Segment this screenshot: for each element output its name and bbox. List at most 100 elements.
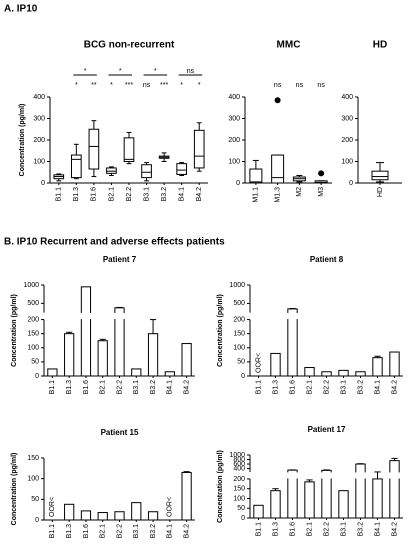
y-tick-label: 800 (233, 456, 245, 463)
y-tick-label: 200 (341, 137, 353, 144)
bar (147, 511, 159, 521)
y-tick-label: 1000 (23, 282, 39, 289)
outlier (274, 97, 281, 104)
x-tick-label: M1.3 (274, 187, 281, 203)
bar (131, 368, 142, 377)
box (71, 154, 82, 179)
outlier (318, 170, 325, 177)
box (106, 167, 117, 174)
y-tick-label: 200 (233, 316, 245, 323)
x-tick-label: B3.1 (340, 522, 347, 537)
axis-break (354, 472, 367, 479)
x-tick-label: B2.2 (126, 187, 133, 202)
x-tick-label: B3.1 (143, 187, 150, 202)
x-tick-label: B2.1 (108, 187, 115, 202)
y-tick-label: 100 (27, 476, 39, 483)
bar (253, 504, 264, 519)
chart-title: Patient 15 (101, 428, 139, 437)
bar (304, 367, 315, 377)
x-tick-label: M3 (318, 187, 325, 197)
value-label: OOR< (49, 497, 56, 517)
bar (338, 369, 349, 377)
chart-title: Patient 7 (103, 255, 137, 264)
significance: *** (160, 82, 168, 89)
y-tick-label: 150 (233, 486, 245, 493)
bar (97, 340, 108, 377)
box (141, 164, 152, 179)
box (271, 154, 285, 184)
x-tick-label: B1.3 (66, 380, 73, 395)
y-tick-label: 100 (27, 345, 39, 352)
section-title: B. IP10 Recurrent and adverse effects pa… (4, 237, 225, 248)
y-tick-label: 400 (233, 465, 245, 472)
bar (47, 368, 58, 377)
bar (64, 503, 75, 521)
bar (338, 490, 349, 519)
x-tick-label: B1.3 (272, 380, 279, 395)
x-tick-label: B2.2 (323, 522, 330, 537)
bar (64, 333, 75, 377)
y-tick-label: 200 (27, 316, 39, 323)
x-tick-label: B1.3 (66, 524, 73, 539)
bar (181, 343, 192, 377)
axis-break (320, 472, 333, 479)
y-tick-label: 50 (31, 359, 39, 366)
x-tick-label: B1.1 (255, 522, 262, 537)
y-tick-label: 100 (233, 345, 245, 352)
x-tick-label: B1.6 (83, 380, 90, 395)
y-tick-label: 400 (341, 94, 353, 101)
x-tick-label: M1.1 (253, 187, 260, 203)
comparison-label: * (119, 68, 122, 75)
y-tick-label: 0 (241, 373, 245, 380)
bar (181, 471, 192, 521)
chart-title: BCG non-recurrent (84, 40, 175, 51)
x-tick-label: B1.3 (272, 522, 279, 537)
comparison-label: * (84, 68, 87, 75)
x-tick-label: HD (377, 187, 384, 197)
y-tick-label: 50 (31, 496, 39, 503)
bar (114, 511, 125, 521)
axis-break (286, 313, 299, 320)
comparison-label: * (154, 68, 157, 75)
y-axis-label: Concentration (pg/ml) (217, 294, 224, 367)
significance: ns (296, 82, 304, 89)
y-axis-label: Concentration (pg/ml) (11, 294, 18, 367)
bar (270, 352, 281, 377)
bar (304, 481, 315, 519)
x-tick-label: B1.6 (83, 524, 90, 539)
significance: * (180, 82, 183, 89)
chart-title: MMC (277, 40, 301, 51)
y-tick-label: 400 (33, 94, 45, 101)
significance: * (198, 82, 201, 89)
box (176, 163, 187, 175)
x-tick-label: B4.1 (167, 380, 174, 395)
x-tick-label: B1.1 (255, 380, 262, 395)
bar (164, 371, 175, 377)
y-tick-label: 100 (33, 158, 45, 165)
axis-break (388, 472, 401, 479)
y-axis-label: Concentration (pg/ml) (19, 104, 26, 177)
x-tick-label: B4.2 (196, 187, 203, 202)
x-tick-label: B2.1 (306, 380, 313, 395)
value-label: OOR< (167, 497, 174, 517)
significance: * (110, 82, 113, 89)
x-tick-label: B4.2 (391, 522, 398, 537)
x-tick-label: B3.2 (150, 380, 157, 395)
bar (97, 512, 108, 521)
section-title: A. IP10 (4, 4, 38, 15)
significance: * (75, 82, 78, 89)
value-label: OOR< (255, 353, 262, 373)
x-tick-label: B3.1 (340, 380, 347, 395)
x-tick-label: B4.2 (183, 524, 190, 539)
box (88, 128, 100, 170)
x-tick-label: B1.1 (49, 524, 56, 539)
bar (372, 478, 383, 519)
y-tick-label: 300 (228, 115, 240, 122)
x-tick-label: B2.2 (116, 524, 123, 539)
y-tick-label: 100 (233, 495, 245, 502)
y-tick-label: 400 (228, 94, 240, 101)
x-tick-label: B1.6 (289, 522, 296, 537)
y-tick-label: 0 (35, 517, 39, 524)
y-tick-label: 200 (33, 137, 45, 144)
